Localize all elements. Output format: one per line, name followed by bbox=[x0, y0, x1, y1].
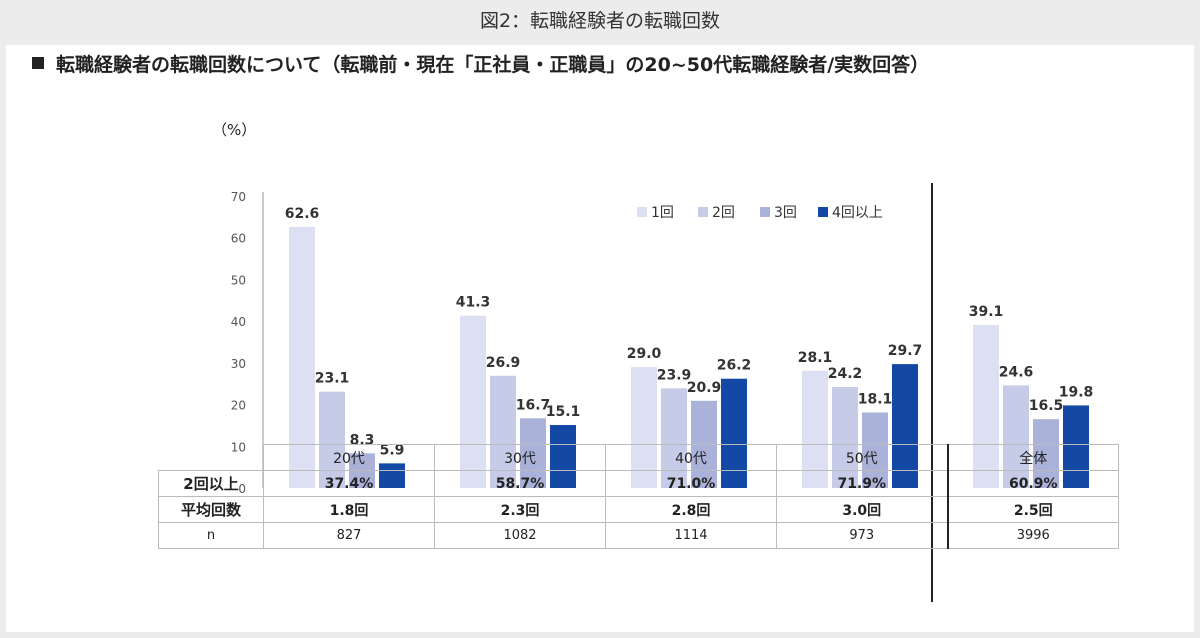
table-row-label: 平均回数 bbox=[158, 496, 264, 523]
y-axis-unit: （%） bbox=[212, 121, 257, 139]
table-corner-cell bbox=[159, 445, 264, 471]
data-label: 16.7 bbox=[516, 397, 551, 413]
table-header-cell: 40代 bbox=[605, 444, 777, 471]
table-cell: 1114 bbox=[605, 522, 777, 549]
table-row-label: n bbox=[158, 522, 264, 549]
table-cell: 3.0回 bbox=[776, 496, 948, 523]
data-label: 19.8 bbox=[1059, 384, 1094, 400]
chart-heading: 転職経験者の転職回数について（転職前・現在「正社員・正職員」の20~50代転職経… bbox=[32, 50, 929, 77]
legend-label: 3回 bbox=[774, 205, 797, 221]
table-header-cell: 全体 bbox=[946, 444, 1119, 471]
table-cell: 37.4% bbox=[263, 470, 435, 497]
data-label: 24.6 bbox=[999, 364, 1034, 380]
y-tick-label: 10 bbox=[231, 440, 246, 454]
table-row: 平均回数 1.8回 2.3回 2.8回 3.0回 2.5回 bbox=[158, 496, 1119, 523]
legend-swatch bbox=[637, 207, 647, 217]
legend-label: 1回 bbox=[651, 205, 674, 221]
y-tick-label: 30 bbox=[231, 357, 246, 371]
table-cell: 60.9% bbox=[946, 470, 1119, 497]
data-label: 15.1 bbox=[546, 404, 581, 420]
y-tick-label: 50 bbox=[231, 273, 246, 287]
legend-label: 2回 bbox=[712, 205, 735, 221]
legend-swatch bbox=[760, 207, 770, 217]
table-cell: 1082 bbox=[434, 522, 606, 549]
y-tick-label: 60 bbox=[231, 232, 246, 246]
data-label: 28.1 bbox=[798, 350, 833, 366]
table-cell: 1.8回 bbox=[263, 496, 435, 523]
table-cell: 71.0% bbox=[605, 470, 777, 497]
table-row: 2回以上 37.4% 58.7% 71.0% 71.9% 60.9% bbox=[158, 470, 1119, 497]
data-label: 26.9 bbox=[486, 355, 521, 371]
value-labels: 62.623.18.35.941.326.916.715.129.023.920… bbox=[285, 206, 1094, 459]
y-tick-label: 20 bbox=[231, 399, 246, 413]
table-row-label: 2回以上 bbox=[158, 470, 264, 497]
data-label: 41.3 bbox=[456, 295, 491, 311]
summary-table: 20代 30代 40代 50代 全体 2回以上 37.4% 58.7% 71.0… bbox=[158, 444, 1119, 549]
data-label: 18.1 bbox=[858, 391, 893, 407]
table-header-cell: 20代 bbox=[263, 444, 435, 471]
data-label: 62.6 bbox=[285, 206, 320, 222]
table-header-cell: 50代 bbox=[776, 444, 948, 471]
data-label: 16.5 bbox=[1029, 398, 1064, 414]
table-cell: 71.9% bbox=[776, 470, 948, 497]
legend-swatch bbox=[818, 207, 828, 217]
table-header-cell: 30代 bbox=[434, 444, 606, 471]
table-cell: 827 bbox=[263, 522, 435, 549]
y-tick-label: 40 bbox=[231, 315, 246, 329]
legend-swatch bbox=[698, 207, 708, 217]
table-cell: 2.8回 bbox=[605, 496, 777, 523]
legend: 1回 2回 3回 4回以上 bbox=[637, 205, 883, 221]
legend-label: 4回以上 bbox=[832, 205, 883, 221]
table-row: n 827 1082 1114 973 3996 bbox=[158, 522, 1119, 549]
table-cell: 58.7% bbox=[434, 470, 606, 497]
table-cell: 3996 bbox=[946, 522, 1119, 549]
y-tick-label: 70 bbox=[231, 190, 246, 204]
data-label: 29.0 bbox=[627, 346, 662, 362]
chart-heading-text: 転職経験者の転職回数について（転職前・現在「正社員・正職員」の20~50代転職経… bbox=[56, 54, 930, 76]
data-label: 39.1 bbox=[969, 304, 1004, 320]
heading-square-icon bbox=[32, 57, 44, 69]
data-label: 24.2 bbox=[828, 366, 863, 382]
table-header-row: 20代 30代 40代 50代 全体 bbox=[159, 444, 1119, 471]
figure-title: 図2：転職経験者の転職回数 bbox=[479, 10, 721, 32]
data-label: 20.9 bbox=[687, 380, 722, 396]
data-label: 23.9 bbox=[657, 367, 692, 383]
data-label: 29.7 bbox=[888, 343, 923, 359]
table-cell: 2.3回 bbox=[434, 496, 606, 523]
data-label: 26.2 bbox=[717, 358, 752, 374]
table-cell: 973 bbox=[776, 522, 948, 549]
table-cell: 2.5回 bbox=[946, 496, 1119, 523]
data-label: 23.1 bbox=[315, 371, 350, 387]
